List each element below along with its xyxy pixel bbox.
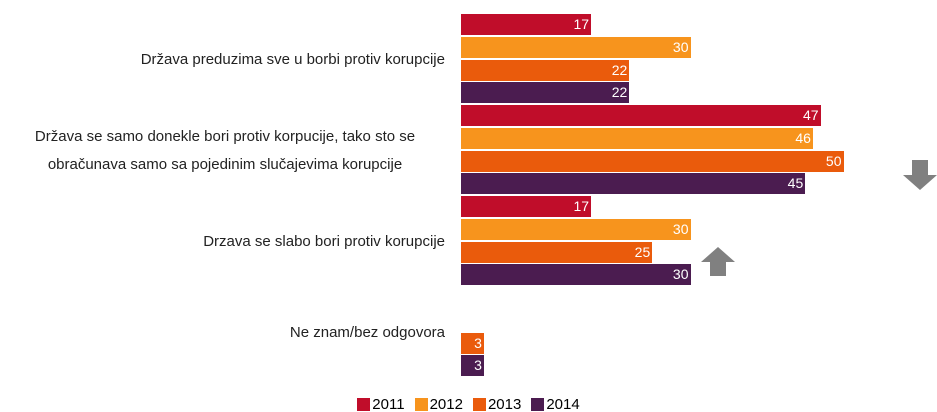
bar xyxy=(461,196,592,217)
value-label: 47 xyxy=(802,107,819,123)
legend: 2011 2012 2013 2014 xyxy=(0,396,937,412)
category-label-box: Država se samo donekle bori protiv korpu… xyxy=(5,105,445,196)
up-arrow xyxy=(701,247,735,276)
value-label: 30 xyxy=(672,220,689,237)
legend-label: 2011 xyxy=(372,396,405,412)
bar xyxy=(461,264,691,286)
category-label: Država preduzima sve u borbi protiv koru… xyxy=(140,50,445,68)
category-label-box: Drzava se slabo bori protiv korupcije xyxy=(5,196,445,287)
legend-label: 2014 xyxy=(546,396,580,412)
category-label: Drzava se slabo bori protiv korupcije xyxy=(203,232,445,250)
legend-swatch xyxy=(414,398,428,411)
legend-swatch xyxy=(531,398,545,411)
bar xyxy=(461,355,484,377)
value-label: 3 xyxy=(474,334,482,351)
value-label: 45 xyxy=(787,175,804,192)
value-label: 17 xyxy=(573,198,590,214)
legend-item: 2012 xyxy=(414,396,463,412)
value-label: 30 xyxy=(672,38,689,55)
category-label: Ne znam/bez odgovora xyxy=(289,323,445,341)
bar xyxy=(461,82,630,104)
bar xyxy=(461,36,691,58)
value-label: 3 xyxy=(474,357,482,374)
down-arrow xyxy=(903,160,937,190)
category-label-box: Država preduzima sve u borbi protiv koru… xyxy=(5,14,445,105)
category-label-box: Ne znam/bez odgovora xyxy=(5,287,445,378)
value-label: 30 xyxy=(672,266,689,283)
bar xyxy=(461,218,691,240)
bar xyxy=(461,173,806,195)
bar xyxy=(461,105,821,126)
legend-label: 2013 xyxy=(487,396,522,412)
value-label: 25 xyxy=(634,243,651,260)
bar xyxy=(461,127,813,149)
legend-item: 2011 xyxy=(357,396,405,412)
bar xyxy=(461,332,484,354)
bar xyxy=(461,14,592,35)
value-label: 22 xyxy=(611,61,628,78)
legend-item: 2014 xyxy=(531,396,580,412)
value-label: 46 xyxy=(795,129,811,146)
value-label: 17 xyxy=(573,16,590,32)
bar xyxy=(461,241,653,263)
category-label: Država se samo donekle bori protiv korpu… xyxy=(34,127,416,173)
legend-item: 2013 xyxy=(472,396,522,412)
legend-swatch xyxy=(357,398,371,411)
legend-swatch xyxy=(472,398,486,411)
bar xyxy=(461,59,630,81)
value-label: 50 xyxy=(825,152,842,169)
value-label: 22 xyxy=(611,84,628,101)
bar xyxy=(461,150,844,172)
legend-label: 2012 xyxy=(429,396,463,412)
